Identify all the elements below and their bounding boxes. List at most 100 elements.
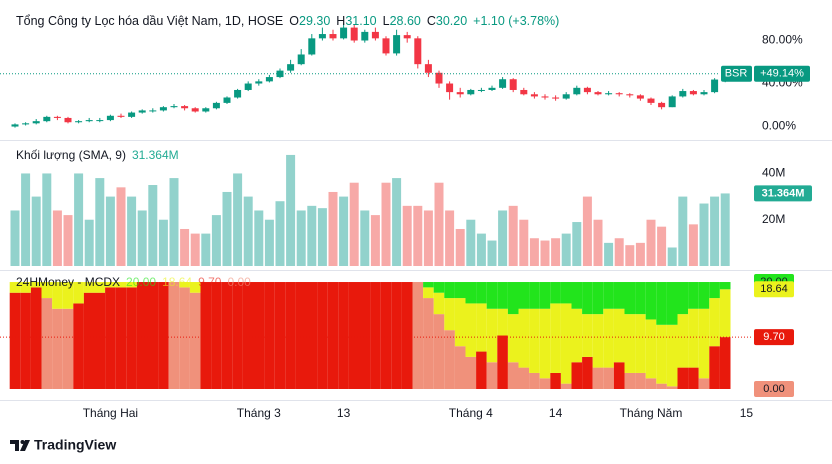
candle-body xyxy=(700,92,708,95)
candle-body xyxy=(43,116,51,122)
mcdx-segment xyxy=(433,292,445,315)
mcdx-segment xyxy=(560,303,572,384)
volume-badge-label: 31.364M xyxy=(762,187,805,199)
mcdx-segment xyxy=(380,282,392,389)
candle-body xyxy=(477,89,485,91)
candle-body xyxy=(626,94,634,96)
candle-body xyxy=(509,79,517,90)
mcdx-title: 24HMoney - MCDX xyxy=(16,275,120,289)
mcdx-segment xyxy=(497,308,508,336)
mcdx-segment xyxy=(189,292,201,389)
volume-bar xyxy=(180,228,190,266)
volume-bar xyxy=(646,219,656,266)
mcdx-segment xyxy=(497,335,508,389)
candle-body xyxy=(212,102,220,109)
candle-body xyxy=(75,121,83,123)
mcdx-segment xyxy=(719,289,731,338)
mcdx-segment xyxy=(465,282,477,304)
mcdx-segment xyxy=(391,282,402,389)
volume-bar xyxy=(593,219,603,266)
mcdx-segment xyxy=(613,362,625,389)
candle-body xyxy=(191,108,199,112)
ohlc-value: 29.30 xyxy=(299,14,330,28)
mcdx-segment xyxy=(507,362,519,389)
mcdx-segment xyxy=(582,282,593,315)
mcdx-segment xyxy=(582,314,593,357)
mcdx-segment xyxy=(688,282,699,309)
volume-bar xyxy=(286,154,296,266)
ohlc-value: 31.10 xyxy=(345,14,376,28)
mcdx-badge xyxy=(754,381,794,397)
mcdx-segment xyxy=(719,337,731,389)
mcdx-badge-label: 18.64 xyxy=(760,283,788,295)
volume-bar xyxy=(561,233,571,266)
mcdx-segment xyxy=(401,282,413,389)
mcdx-segment xyxy=(719,282,731,290)
volume-bar xyxy=(243,196,253,266)
mcdx-legend: 24HMoney - MCDX 20.00 18.64 9.70 0.00 xyxy=(16,275,251,289)
candle-body xyxy=(689,91,697,95)
mcdx-segment xyxy=(200,282,212,389)
mcdx-segment xyxy=(242,282,254,389)
candle-body xyxy=(488,87,496,90)
candle-body xyxy=(255,81,263,84)
candle-body xyxy=(149,110,157,112)
mcdx-segment xyxy=(83,292,95,389)
volume-bar xyxy=(222,191,232,266)
mcdx-segment xyxy=(253,282,265,389)
mcdx-segment xyxy=(635,282,646,315)
ohlc-name: L xyxy=(383,14,390,28)
mcdx-segment xyxy=(656,282,667,325)
mcdx-segment xyxy=(624,282,636,315)
mcdx-segment xyxy=(412,282,424,389)
candle-body xyxy=(414,38,422,65)
mcdx-segment xyxy=(709,346,720,389)
mcdx-segment xyxy=(592,367,604,389)
volume-bar xyxy=(370,215,380,266)
mcdx-segment xyxy=(582,356,593,389)
mcdx-segment xyxy=(454,298,466,347)
volume-bar xyxy=(466,219,476,266)
volume-bar xyxy=(625,245,635,266)
volume-bar xyxy=(42,173,52,266)
volume-legend: Khối lượng (SMA, 9) 31.364M xyxy=(16,148,179,162)
mcdx-segment xyxy=(285,282,296,389)
mcdx-segment xyxy=(560,383,572,389)
volume-bar xyxy=(317,208,327,266)
logo-dot xyxy=(20,440,25,444)
volume-bar xyxy=(434,182,444,266)
volume-bar xyxy=(190,233,200,266)
mcdx-segment xyxy=(83,282,95,293)
candle-body xyxy=(424,64,432,73)
mcdx-segment xyxy=(571,282,583,309)
volume-bar xyxy=(74,173,84,266)
mcdx-segment xyxy=(550,282,561,304)
mcdx-segment xyxy=(444,298,455,331)
candle-body xyxy=(711,79,719,93)
candle-body xyxy=(403,35,411,39)
volume-bar xyxy=(360,210,370,266)
candle-body xyxy=(234,89,242,98)
volume-bar xyxy=(614,238,624,266)
mcdx-segment xyxy=(624,314,636,373)
volume-bar xyxy=(423,210,433,266)
mcdx-segment xyxy=(635,372,646,389)
logo-mark xyxy=(10,440,30,451)
volume-bar xyxy=(63,215,73,266)
volume-bar xyxy=(254,210,264,266)
candle-body xyxy=(658,102,666,108)
volume-bar xyxy=(392,178,402,266)
mcdx-segment xyxy=(709,298,720,347)
mcdx-segment xyxy=(52,282,63,309)
volume-bar xyxy=(487,240,497,266)
mcdx-segment xyxy=(539,378,551,389)
candle-body xyxy=(170,106,178,108)
volume-bar xyxy=(116,187,126,266)
candle-body xyxy=(181,106,189,109)
mcdx-segment xyxy=(613,282,625,309)
mcdx-segment xyxy=(41,298,53,389)
mcdx-segment xyxy=(444,330,455,389)
mcdx-segment xyxy=(20,292,31,389)
volume-bar xyxy=(148,185,158,266)
